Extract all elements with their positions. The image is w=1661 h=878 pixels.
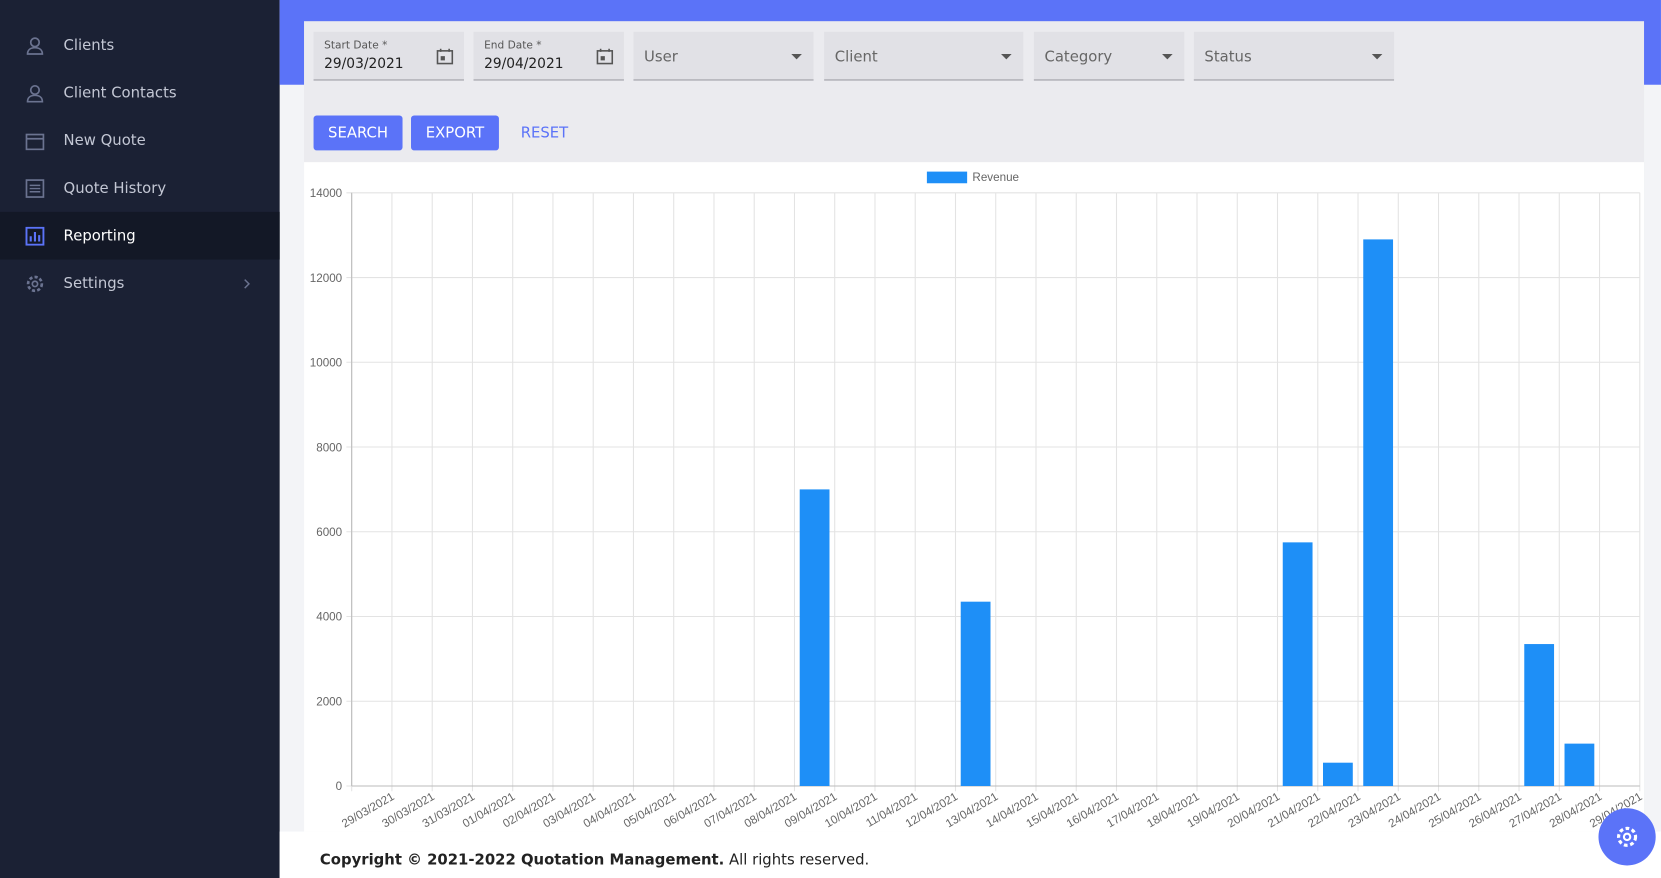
nav-item[interactable]: Clients [0,21,280,69]
settings-fab[interactable] [1598,808,1656,866]
field-placeholder: User [644,48,678,66]
nav-item[interactable]: Client Contacts [0,69,280,117]
bar [960,601,991,787]
export-button[interactable]: EXPORT [411,115,499,151]
nav-label: Settings [63,274,125,292]
y-tick-label: 4000 [316,611,342,624]
y-tick-label: 14000 [310,187,343,200]
nav-item[interactable]: New Quote [0,117,280,165]
nav-label: Reporting [63,227,136,245]
icon [26,275,44,292]
footer-bold: Copyright © 2021-2022 Quotation Manageme… [319,851,725,869]
bar [1564,743,1595,787]
status-select[interactable]: Status [1193,31,1395,81]
icon [25,178,45,198]
y-tick-label: 0 [336,780,343,793]
icon [25,226,45,246]
calendar-icon [436,48,454,65]
dropdown-arrow [1371,54,1383,60]
y-tick-label: 6000 [316,526,342,539]
footer-text: Copyright © 2021-2022 Quotation Manageme… [320,852,869,869]
client-select[interactable]: Client [824,31,1024,81]
icon [26,84,44,103]
y-tick-label: 8000 [316,441,342,454]
nav-label: New Quote [63,131,146,149]
chart: 0200040006000800010000120001400029/03/20… [304,162,1645,832]
field-placeholder: Client [834,48,878,66]
sidebar: Clients Client Contacts New Quote Quote … [0,0,280,878]
reset-button[interactable]: RESET [520,124,569,142]
start-date[interactable]: Start Date * 29/03/2021 [313,31,464,81]
field-label: Start Date * [324,40,388,52]
bar [1282,542,1313,787]
user-select[interactable]: User [633,31,814,81]
search-button[interactable]: SEARCH [313,115,403,151]
field-value: 29/04/2021 [484,56,564,73]
category-select[interactable]: Category [1033,31,1185,81]
icon [25,133,45,150]
y-tick-label: 10000 [310,357,343,370]
y-tick-label: 12000 [310,272,343,285]
nav-item[interactable]: Reporting [0,211,280,260]
field-value: 29/03/2021 [324,56,404,73]
dropdown-arrow [791,54,802,60]
bar [1524,644,1555,787]
footer: Copyright © 2021-2022 Quotation Manageme… [279,831,1661,878]
legend-label: Revenue [972,171,1019,184]
bar [1363,239,1394,787]
field-label: End Date * [484,40,542,52]
nav-label: Quote History [63,179,167,197]
report-panel: Start Date * 29/03/2021 End Date * 29/04/2… [304,21,1645,832]
footer-rest: All rights reserved. [724,851,870,869]
field-placeholder: Category [1044,48,1113,66]
nav-item[interactable]: Quote History [0,164,280,212]
bar [799,489,830,787]
nav-label: Client Contacts [63,84,177,102]
legend-swatch [926,171,968,184]
icon [26,36,44,55]
gear-icon [1617,826,1638,847]
end-date[interactable]: End Date * 29/04/2021 [473,31,624,81]
nav-label: Clients [63,36,115,54]
bar [1323,762,1353,787]
field-placeholder: Status [1204,48,1252,66]
chevron [244,278,250,289]
dropdown-arrow [1162,54,1173,60]
calendar-icon [596,48,614,65]
y-tick-label: 2000 [316,695,342,708]
nav-item[interactable]: Settings [0,260,280,308]
dropdown-arrow [1001,54,1012,60]
